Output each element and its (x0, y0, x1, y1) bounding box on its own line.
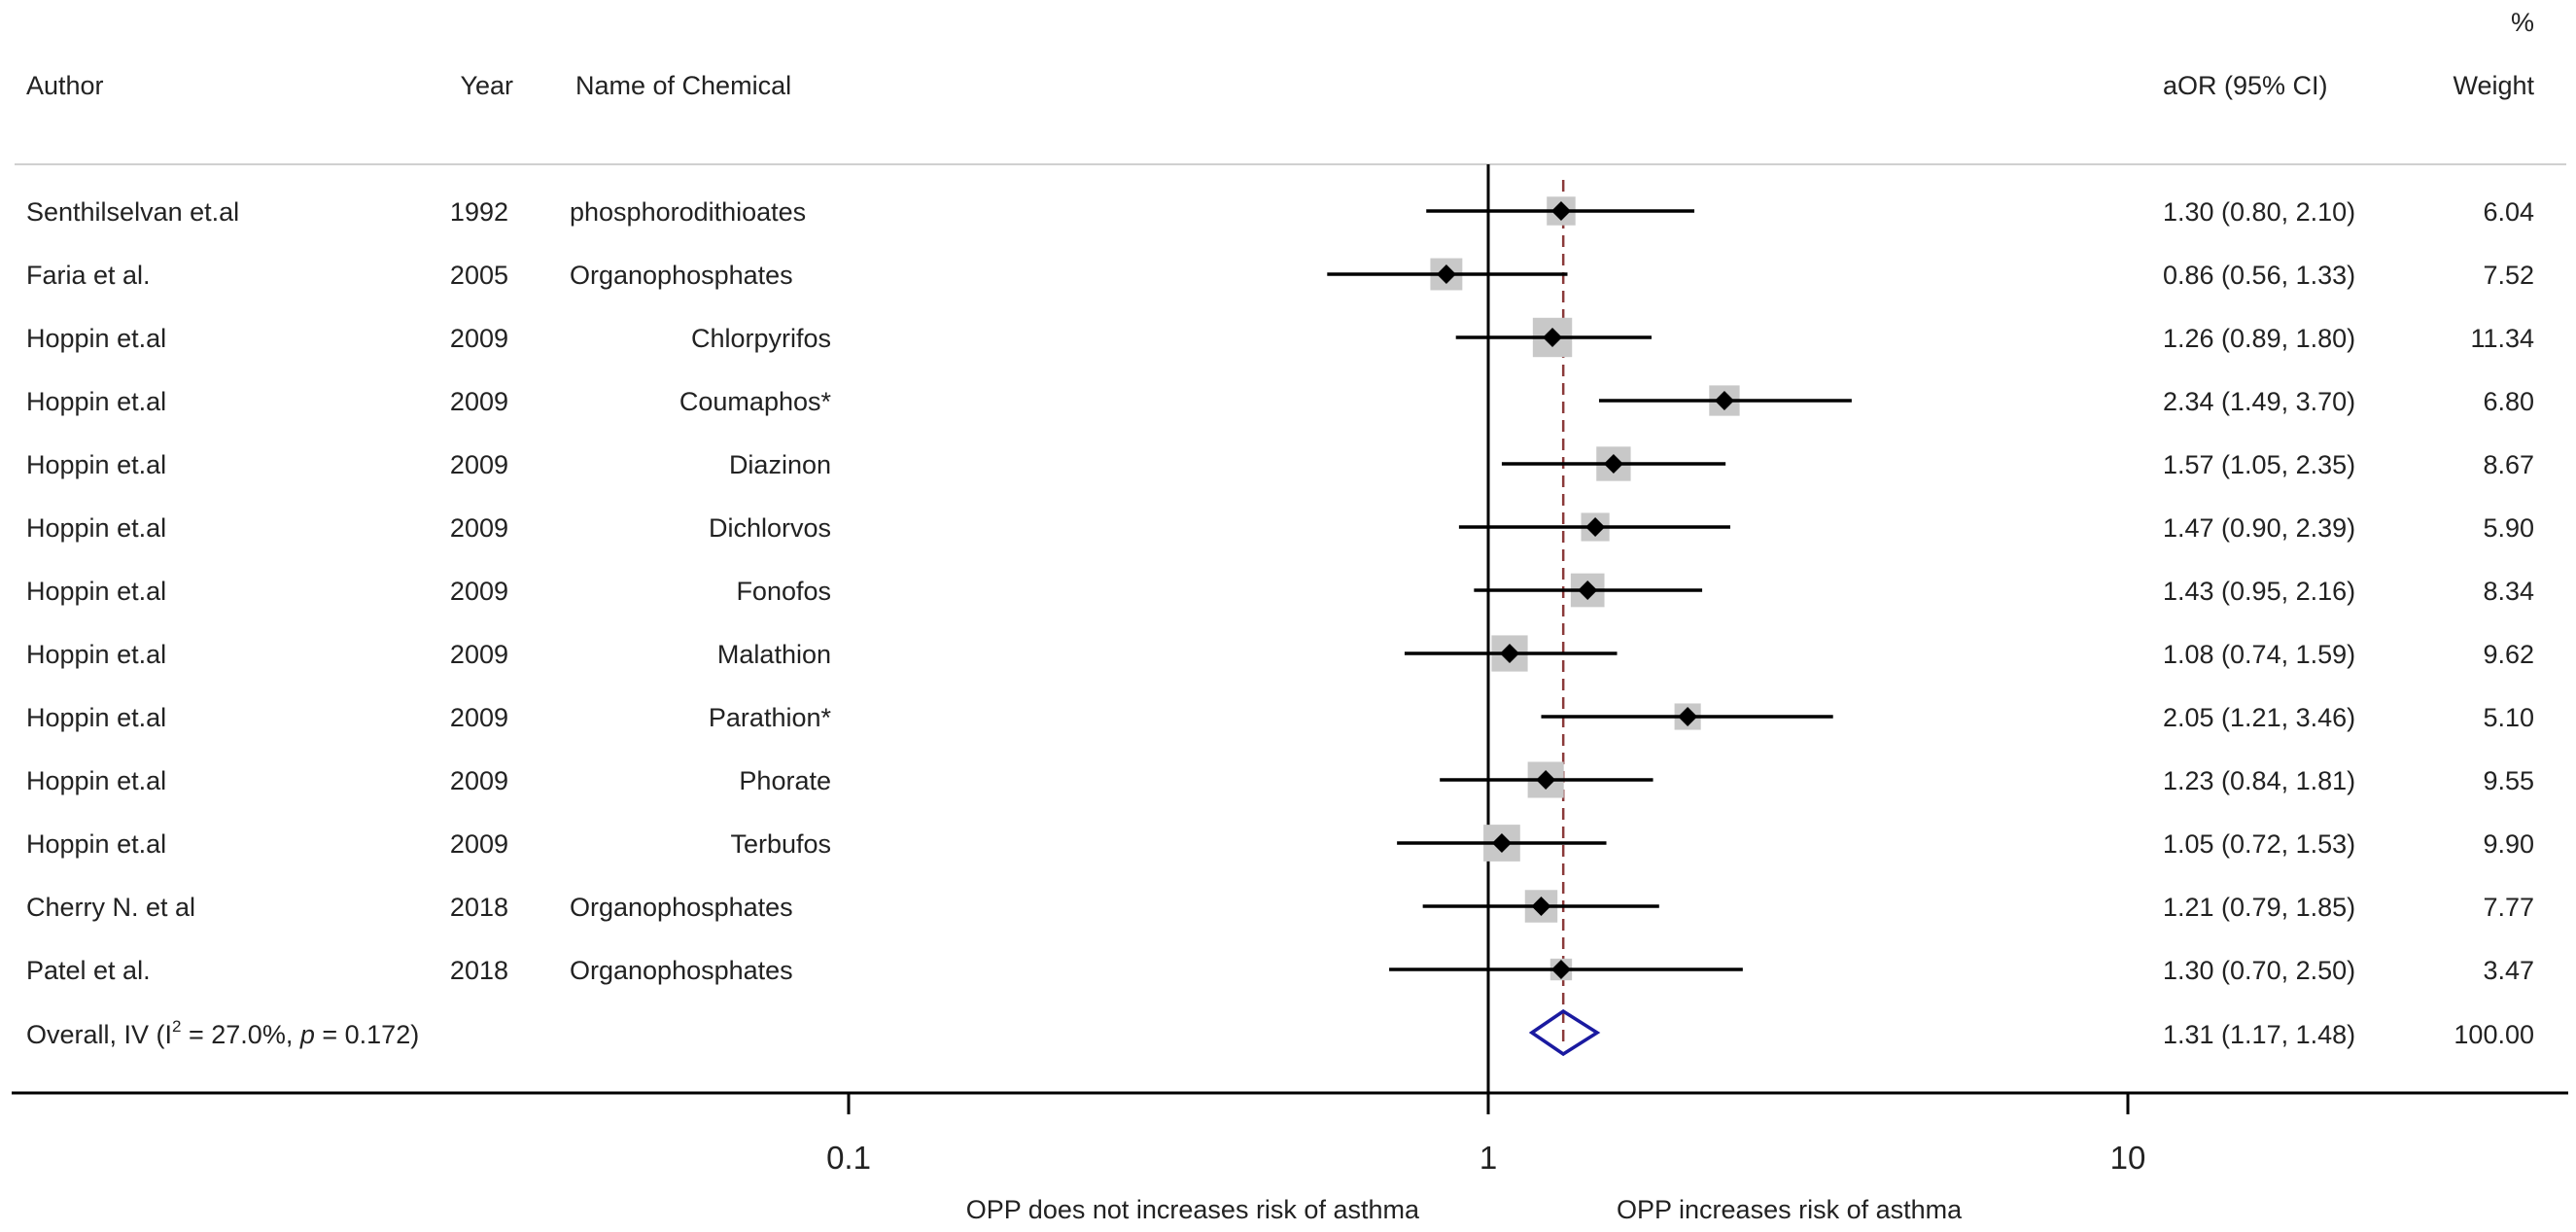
right-axis-label: OPP increases risk of asthma (1617, 1195, 1963, 1224)
point-estimate (1499, 644, 1519, 663)
study-author: Hoppin et.al (26, 829, 166, 859)
study-estimate: 2.34 (1.49, 3.70) (2163, 387, 2355, 416)
study-estimate: 1.08 (0.74, 1.59) (2163, 640, 2355, 669)
header-estimate: aOR (95% CI) (2163, 71, 2328, 100)
study-year: 2009 (450, 513, 508, 543)
x-tick-label: 10 (2110, 1140, 2146, 1176)
point-estimate (1531, 897, 1551, 916)
left-axis-label: OPP does not increases risk of asthma (966, 1195, 1420, 1224)
study-author: Senthilselvan et.al (26, 197, 239, 227)
plot-marks (1327, 164, 1852, 1093)
study-weight: 9.62 (2483, 640, 2534, 669)
study-weight: 7.52 (2483, 261, 2534, 290)
study-author: Hoppin et.al (26, 324, 166, 353)
point-estimate (1585, 517, 1606, 537)
study-author: Hoppin et.al (26, 450, 166, 479)
x-tick-label: 1 (1479, 1140, 1497, 1176)
point-estimate (1678, 707, 1698, 726)
study-weight: 5.90 (2483, 513, 2534, 543)
study-chemical: Parathion* (709, 703, 832, 732)
study-year: 2009 (450, 829, 508, 859)
study-author: Hoppin et.al (26, 703, 166, 732)
study-chemical: phosphorodithioates (570, 197, 806, 227)
study-author: Hoppin et.al (26, 513, 166, 543)
point-estimate (1603, 454, 1623, 474)
point-estimate (1491, 833, 1512, 853)
study-weight: 11.34 (2470, 324, 2534, 353)
study-estimate: 2.05 (1.21, 3.46) (2163, 703, 2355, 732)
point-estimate (1714, 391, 1734, 410)
study-chemical: Diazinon (729, 450, 831, 479)
study-author: Faria et al. (26, 261, 151, 290)
overall-weight: 100.00 (2454, 1020, 2534, 1049)
study-year: 2009 (450, 450, 508, 479)
header-author: Author (26, 71, 104, 100)
header-year: Year (460, 71, 513, 100)
header-weight-pct: % (2511, 8, 2534, 37)
study-weight: 6.04 (2483, 197, 2534, 227)
x-tick-label: 0.1 (826, 1140, 871, 1176)
study-year: 2018 (450, 956, 508, 985)
study-chemical: Dichlorvos (709, 513, 831, 543)
point-estimate (1536, 770, 1556, 790)
study-chemical: Phorate (739, 766, 831, 795)
study-year: 2009 (450, 387, 508, 416)
overall-diamond (1528, 1008, 1601, 1057)
point-estimate (1543, 328, 1563, 347)
study-year: 2005 (450, 261, 508, 290)
study-author: Hoppin et.al (26, 766, 166, 795)
study-chemical: Organophosphates (570, 956, 793, 985)
study-estimate: 1.47 (0.90, 2.39) (2163, 513, 2355, 543)
study-weight: 9.90 (2483, 829, 2534, 859)
study-chemical: Coumaphos* (679, 387, 832, 416)
study-estimate: 1.30 (0.80, 2.10) (2163, 197, 2355, 227)
study-chemical: Organophosphates (570, 261, 793, 290)
overall-label: Overall, IV (I2 = 27.0%, p = 0.172) (26, 1017, 419, 1049)
study-weight: 3.47 (2483, 956, 2534, 985)
study-year: 2009 (450, 324, 508, 353)
overall-estimate: 1.31 (1.17, 1.48) (2163, 1020, 2355, 1049)
point-estimate (1578, 581, 1598, 600)
study-estimate: 1.23 (0.84, 1.81) (2163, 766, 2355, 795)
study-year: 2009 (450, 640, 508, 669)
study-weight: 7.77 (2483, 893, 2534, 922)
study-estimate: 1.26 (0.89, 1.80) (2163, 324, 2355, 353)
header-weight: Weight (2453, 71, 2534, 100)
study-author: Hoppin et.al (26, 577, 166, 606)
header-chemical: Name of Chemical (575, 71, 791, 100)
point-estimate (1436, 264, 1456, 284)
study-chemical: Chlorpyrifos (691, 324, 831, 353)
study-chemical: Malathion (717, 640, 831, 669)
study-year: 1992 (450, 197, 508, 227)
study-estimate: 1.21 (0.79, 1.85) (2163, 893, 2355, 922)
study-author: Cherry N. et al (26, 893, 195, 922)
study-estimate: 1.05 (0.72, 1.53) (2163, 829, 2355, 859)
study-year: 2009 (450, 577, 508, 606)
study-weight: 8.34 (2483, 577, 2534, 606)
study-weight: 8.67 (2483, 450, 2534, 479)
study-estimate: 0.86 (0.56, 1.33) (2163, 261, 2355, 290)
study-year: 2009 (450, 703, 508, 732)
point-estimate (1550, 960, 1571, 979)
study-chemical: Organophosphates (570, 893, 793, 922)
study-author: Patel et al. (26, 956, 151, 985)
x-axis-ticks: 0.1 1 10 (826, 1093, 2145, 1176)
point-estimate (1550, 201, 1571, 221)
study-estimate: 1.57 (1.05, 2.35) (2163, 450, 2355, 479)
study-weight: 5.10 (2483, 703, 2534, 732)
study-weight: 6.80 (2483, 387, 2534, 416)
study-estimate: 1.43 (0.95, 2.16) (2163, 577, 2355, 606)
study-chemical: Terbufos (730, 829, 831, 859)
study-author: Hoppin et.al (26, 387, 166, 416)
study-rows: Senthilselvan et.al 1992 phosphorodithioat… (26, 197, 2534, 985)
study-weight: 9.55 (2483, 766, 2534, 795)
study-chemical: Fonofos (736, 577, 831, 606)
study-author: Hoppin et.al (26, 640, 166, 669)
study-year: 2018 (450, 893, 508, 922)
study-estimate: 1.30 (0.70, 2.50) (2163, 956, 2355, 985)
study-year: 2009 (450, 766, 508, 795)
